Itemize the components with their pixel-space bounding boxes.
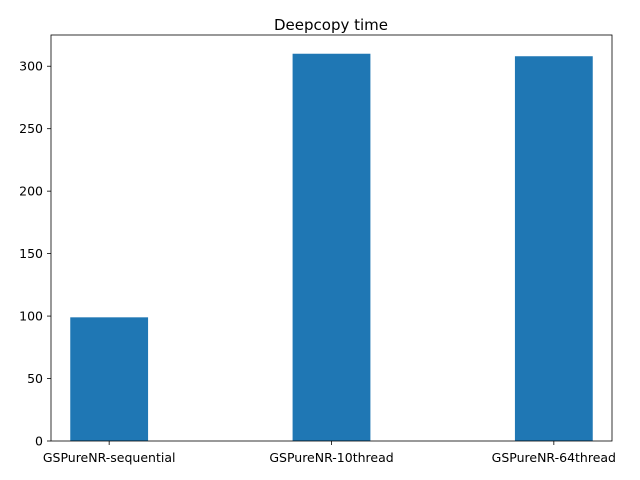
chart-title: Deepcopy time [274, 16, 388, 34]
x-tick-label: GSPureNR-10thread [269, 450, 393, 465]
plot-frame [50, 34, 613, 442]
y-tick-label: 0 [35, 434, 43, 449]
y-tick-label: 100 [19, 309, 43, 324]
bar-GSPureNR-10thread [292, 53, 371, 441]
y-tick-label: 250 [19, 121, 43, 136]
bar-GSPureNR-64thread [514, 56, 593, 441]
x-axis: GSPureNR-sequential GSPureNR-10thread GSPu… [43, 441, 616, 465]
bars-layer [70, 53, 593, 441]
x-tick-label: GSPureNR-sequential [43, 450, 176, 465]
x-tick-label: GSPureNR-64thread [492, 450, 616, 465]
y-axis: 0 50 100 150 200 250 300 [19, 59, 51, 449]
y-tick-label: 200 [19, 184, 43, 199]
y-tick-label: 150 [19, 246, 43, 261]
y-tick-label: 300 [19, 59, 43, 74]
bar-GSPureNR-sequential [70, 317, 149, 441]
y-tick-label: 50 [27, 371, 43, 386]
